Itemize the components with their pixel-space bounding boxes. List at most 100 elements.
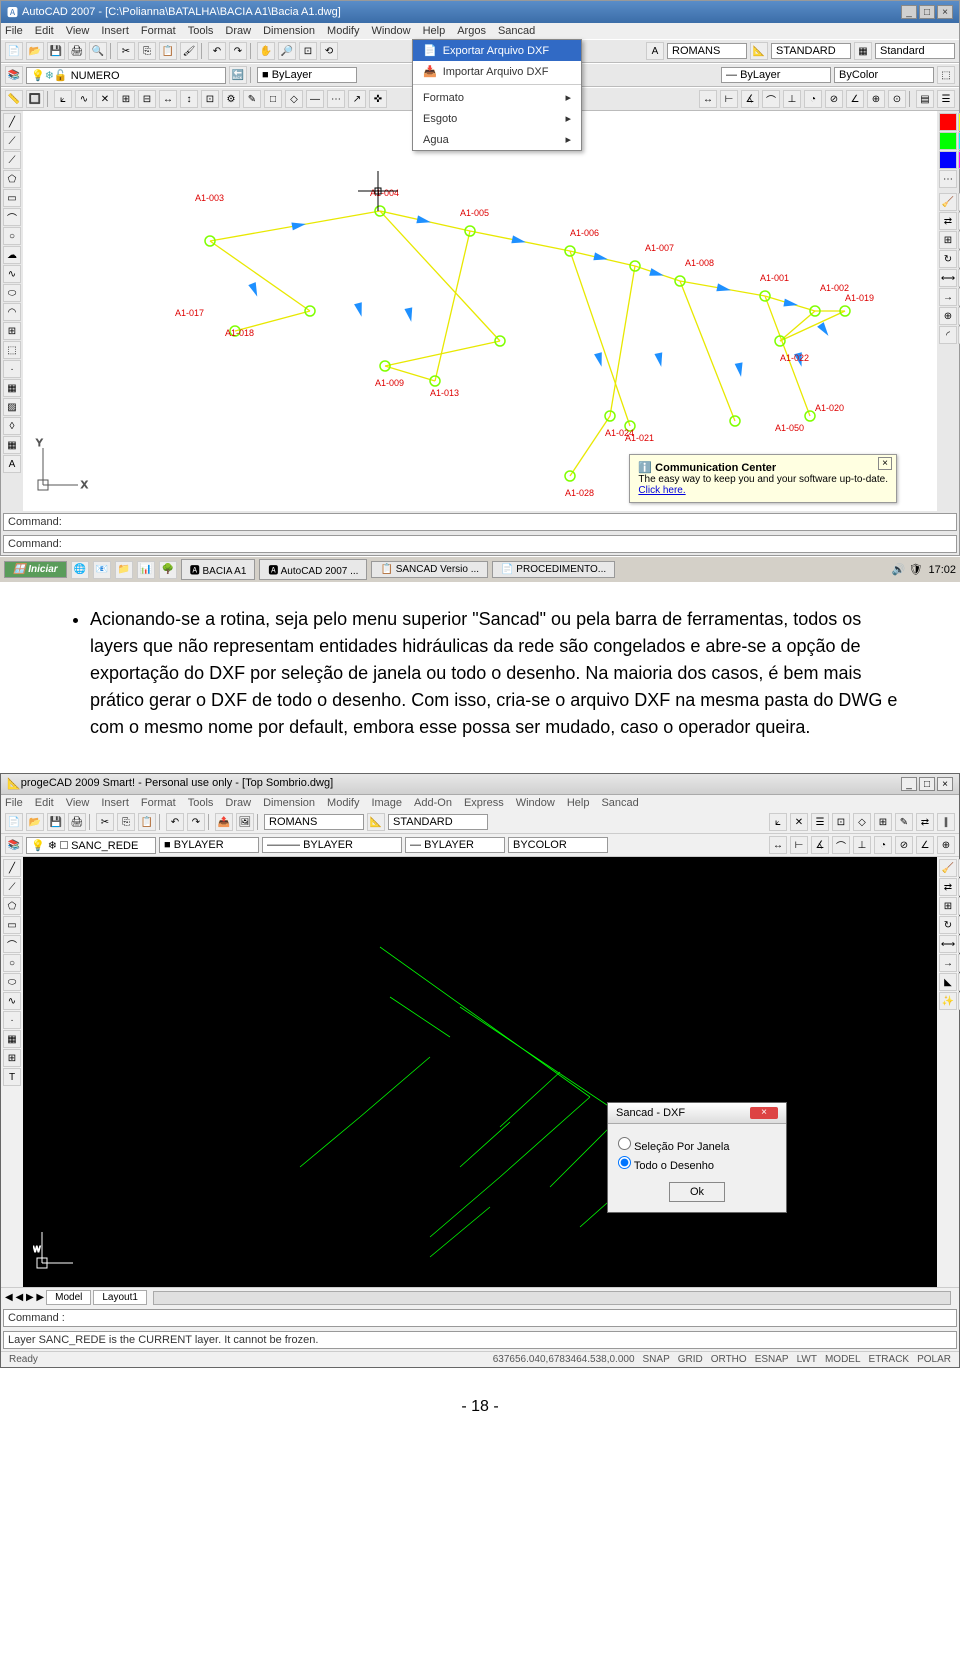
ok-button[interactable]: Ok [669,1182,725,1202]
command-line-1[interactable]: Command: [3,513,957,531]
pltype-select[interactable]: ——— BYLAYER [262,837,402,853]
ell-icon[interactable]: ⬭ [3,284,21,302]
dropdown-item[interactable]: Agua▸ [413,129,581,150]
dist-icon[interactable]: 📏 [5,90,23,108]
pd3[interactable]: ∡ [811,836,829,854]
pm-insert[interactable]: Insert [101,797,129,809]
alg-icon[interactable]: ∡ [741,90,759,108]
pd2[interactable]: ⊢ [790,836,808,854]
prop-icon[interactable]: ☰ [937,90,955,108]
ella-icon[interactable]: ◠ [3,303,21,321]
pline-icon[interactable]: ⟋ [3,151,21,169]
menu-dimension[interactable]: Dimension [263,25,315,37]
redo-icon[interactable]: ↷ [229,42,247,60]
pd8[interactable]: ∠ [916,836,934,854]
bycolor-select[interactable]: ByColor [834,67,934,83]
pm-help[interactable]: Help [567,797,590,809]
t12[interactable]: ◇ [285,90,303,108]
predo[interactable]: ↷ [187,813,205,831]
rev-icon[interactable]: ☁ [3,246,21,264]
preview-icon[interactable]: 🔍 [89,42,107,60]
tol-icon[interactable]: ⊕ [867,90,885,108]
rad-icon[interactable]: ◔ [804,90,822,108]
pl-spl[interactable]: ∿ [3,992,21,1010]
menu-insert[interactable]: Insert [101,25,129,37]
px4[interactable]: ⊡ [832,813,850,831]
px8[interactable]: ⇄ [916,813,934,831]
join-icon[interactable]: ⊕ [939,307,957,325]
task-autocad[interactable]: 🅰 AutoCAD 2007 ... [259,559,367,580]
progecad-canvas[interactable]: W Sancad - DXF× Seleção Por Janela Todo … [23,857,937,1287]
pm-edit[interactable]: Edit [35,797,54,809]
line-icon[interactable]: ╱ [3,113,21,131]
ang-icon[interactable]: ∠ [846,90,864,108]
tooltip-close-icon[interactable]: × [878,457,892,470]
pl-line[interactable]: ╱ [3,859,21,877]
pcolor-select[interactable]: ■ BYLAYER [159,837,259,853]
menu-view[interactable]: View [66,25,90,37]
dropdown-item[interactable]: 📄 Exportar Arquivo DXF [413,40,581,61]
zoom-rt-icon[interactable]: 🔎 [278,42,296,60]
pr9[interactable]: ⟷ [939,935,957,953]
pm-file[interactable]: File [5,797,23,809]
textstyle-icon[interactable]: A [646,42,664,60]
pd9[interactable]: ⊕ [937,836,955,854]
menu-tools[interactable]: Tools [188,25,214,37]
tray-icons[interactable]: 🔊 🛡 [892,563,923,576]
dialog-close-icon[interactable]: × [750,1107,778,1119]
px3[interactable]: ☰ [811,813,829,831]
open-icon[interactable]: 📂 [26,42,44,60]
dropdown-item[interactable]: Formato▸ [413,87,581,108]
popen[interactable]: 📂 [26,813,44,831]
pdimicon[interactable]: 📐 [367,813,385,831]
t01[interactable]: ⟀ [54,90,72,108]
pm-img[interactable]: Image [371,797,402,809]
pr11[interactable]: → [939,954,957,972]
radio-selecao[interactable]: Seleção Por Janela [618,1137,776,1153]
area-icon[interactable]: 🔲 [26,90,44,108]
t09[interactable]: ⚙ [222,90,240,108]
menu-modify[interactable]: Modify [327,25,359,37]
t06[interactable]: ↔ [159,90,177,108]
tablestyle-icon[interactable]: ▦ [854,42,872,60]
undo-icon[interactable]: ↶ [208,42,226,60]
pl-pt[interactable]: · [3,1011,21,1029]
layer-select[interactable]: 💡❄🔓 NUMERO [26,67,226,84]
menu-file[interactable]: File [5,25,23,37]
spl-icon[interactable]: ∿ [3,265,21,283]
pl-hat[interactable]: ▦ [3,1030,21,1048]
textstyle-select[interactable]: ROMANS [667,43,747,59]
pr1[interactable]: 🧹 [939,859,957,877]
pdstyle[interactable]: STANDARD [388,814,488,830]
pm-tools[interactable]: Tools [188,797,214,809]
mode-snap[interactable]: SNAP [643,1354,670,1365]
t13[interactable]: — [306,90,324,108]
layers-icon[interactable]: 📚 [5,66,23,84]
stretch-icon[interactable]: ⟷ [939,269,957,287]
iblk-icon[interactable]: ⊞ [3,322,21,340]
paste-icon[interactable]: 📋 [159,42,177,60]
task-sancad[interactable]: 📋 SANCAD Versio ... [371,561,488,578]
pprint[interactable]: 🖨 [68,813,86,831]
copy-icon[interactable]: ⎘ [138,42,156,60]
dropdown-item[interactable]: 📥 Importar Arquivo DXF [413,61,581,82]
circ-icon[interactable]: ○ [3,227,21,245]
pm-win[interactable]: Window [516,797,555,809]
grad-icon[interactable]: ▨ [3,398,21,416]
extend-icon[interactable]: → [939,288,957,306]
cen-icon[interactable]: ⊙ [888,90,906,108]
task-proc[interactable]: 📄 PROCEDIMENTO... [492,561,615,578]
mirror-icon[interactable]: ⇄ [939,212,957,230]
ql2[interactable]: 📧 [93,561,111,579]
menu-window[interactable]: Window [371,25,410,37]
t10[interactable]: ✎ [243,90,261,108]
pm-dim[interactable]: Dimension [263,797,315,809]
pan-icon[interactable]: ✋ [257,42,275,60]
pundo[interactable]: ↶ [166,813,184,831]
pl-rect[interactable]: ▭ [3,916,21,934]
pexp[interactable]: 📤 [215,813,233,831]
px9[interactable]: ∥ [937,813,955,831]
sarc-icon[interactable]: ⌒ [3,208,21,226]
task-bacia[interactable]: 🅰 BACIA A1 [181,559,256,580]
mode-lwt[interactable]: LWT [797,1354,817,1365]
